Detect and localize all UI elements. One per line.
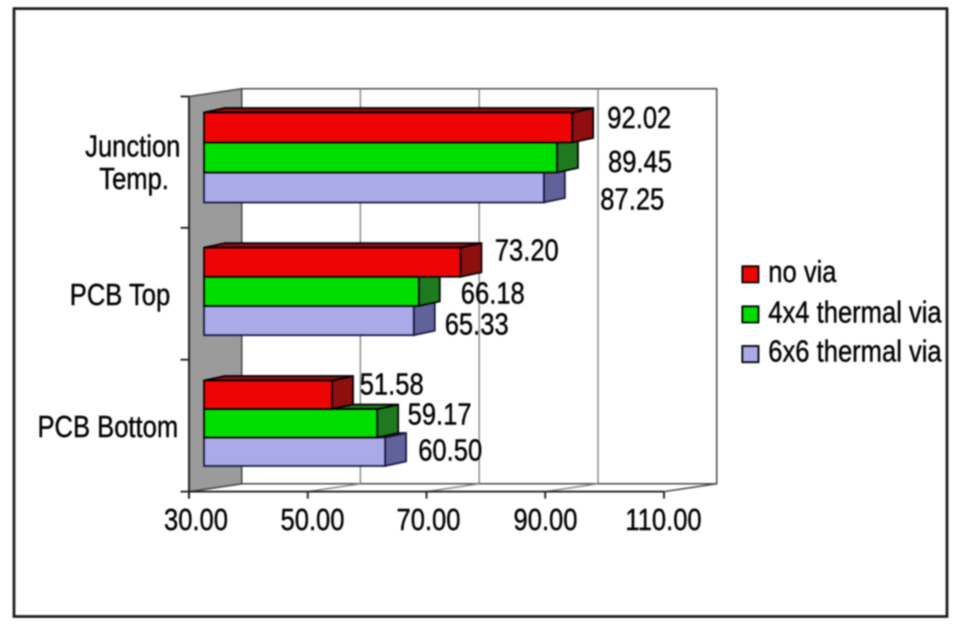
svg-text:4x4 thermal via: 4x4 thermal via <box>768 295 942 330</box>
svg-text:70.00: 70.00 <box>397 503 461 538</box>
svg-text:59.17: 59.17 <box>408 397 472 432</box>
svg-text:110.00: 110.00 <box>625 503 701 538</box>
svg-text:no via: no via <box>768 255 836 290</box>
svg-text:89.45: 89.45 <box>608 145 672 180</box>
svg-text:66.18: 66.18 <box>461 276 525 311</box>
svg-text:30.00: 30.00 <box>164 503 228 538</box>
svg-text:Temp.: Temp. <box>99 162 169 197</box>
svg-text:60.50: 60.50 <box>418 433 482 468</box>
svg-text:87.25: 87.25 <box>600 182 664 217</box>
svg-text:65.33: 65.33 <box>445 307 509 342</box>
svg-text:51.58: 51.58 <box>360 367 424 402</box>
svg-text:50.00: 50.00 <box>281 503 345 538</box>
svg-text:PCB Bottom: PCB Bottom <box>37 410 178 445</box>
svg-text:73.20: 73.20 <box>495 233 559 268</box>
svg-text:Junction: Junction <box>85 129 180 164</box>
svg-text:90.00: 90.00 <box>514 503 578 538</box>
svg-text:6x6 thermal via: 6x6 thermal via <box>768 334 942 369</box>
svg-text:92.02: 92.02 <box>607 101 671 136</box>
svg-text:PCB Top: PCB Top <box>70 278 170 313</box>
